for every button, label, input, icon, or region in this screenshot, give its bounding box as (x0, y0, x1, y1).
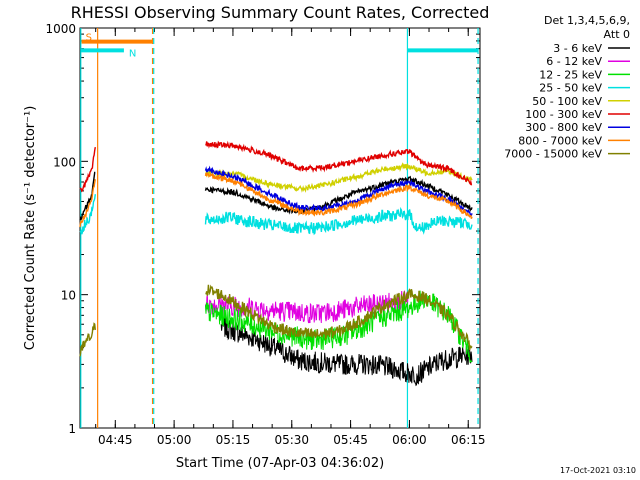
legend-label: 25 - 50 keV (539, 82, 602, 95)
legend-label: 100 - 300 keV (525, 108, 602, 121)
legend-label: 12 - 25 keV (539, 68, 602, 81)
x-tick-label: 05:30 (274, 433, 309, 447)
legend-label: 50 - 100 keV (532, 95, 602, 108)
x-tick-label: 04:45 (98, 433, 133, 447)
legend-label: 300 - 800 keV (525, 121, 602, 134)
series-50-100-kev (204, 162, 473, 193)
legend-header-2: Att 0 (604, 28, 630, 41)
legend-label: 3 - 6 keV (553, 42, 602, 55)
plot-frame (79, 27, 481, 429)
legend-label: 7000 - 15000 keV (504, 148, 602, 161)
band-3-6-kev-lower- (220, 316, 473, 387)
y-tick-label: 10 (61, 289, 76, 303)
chart-title: RHESSI Observing Summary Count Rates, Co… (71, 3, 490, 22)
annotation-label: N (129, 48, 136, 59)
series-25-50-kev (204, 206, 473, 236)
series-7000-15000-kev (205, 284, 473, 351)
annotation-label: S (86, 33, 92, 44)
x-axis-label: Start Time (07-Apr-03 04:36:02) (176, 456, 384, 471)
footer-timestamp: 17-Oct-2021 03:10 (560, 466, 636, 475)
series-800-7000-kev (79, 179, 96, 228)
y-axis-label: Corrected Count Rate (s⁻¹ detector⁻¹) (23, 106, 38, 351)
x-tick-label: 06:15 (451, 433, 486, 447)
x-tick-label: 05:00 (157, 433, 192, 447)
series-3-6-kev (204, 175, 473, 215)
series-25-50-kev (79, 194, 96, 235)
y-tick-label: 100 (53, 155, 76, 169)
series-3-6-kev (79, 171, 96, 222)
series-800-7000-kev (204, 172, 473, 219)
series-100-300-kev (205, 140, 473, 186)
x-tick-label: 06:00 (392, 433, 427, 447)
legend-header-1: Det 1,3,4,5,6,9, (544, 14, 630, 27)
legend-label: 800 - 7000 keV (518, 134, 602, 147)
y-tick-label: 1 (68, 422, 76, 436)
y-tick-label: 1000 (45, 22, 76, 36)
legend-label: 6 - 12 keV (546, 55, 602, 68)
x-tick-label: 05:45 (333, 433, 368, 447)
series-100-300-kev (79, 146, 96, 193)
x-tick-label: 05:15 (216, 433, 251, 447)
series-7000-15000-kev (79, 322, 96, 357)
